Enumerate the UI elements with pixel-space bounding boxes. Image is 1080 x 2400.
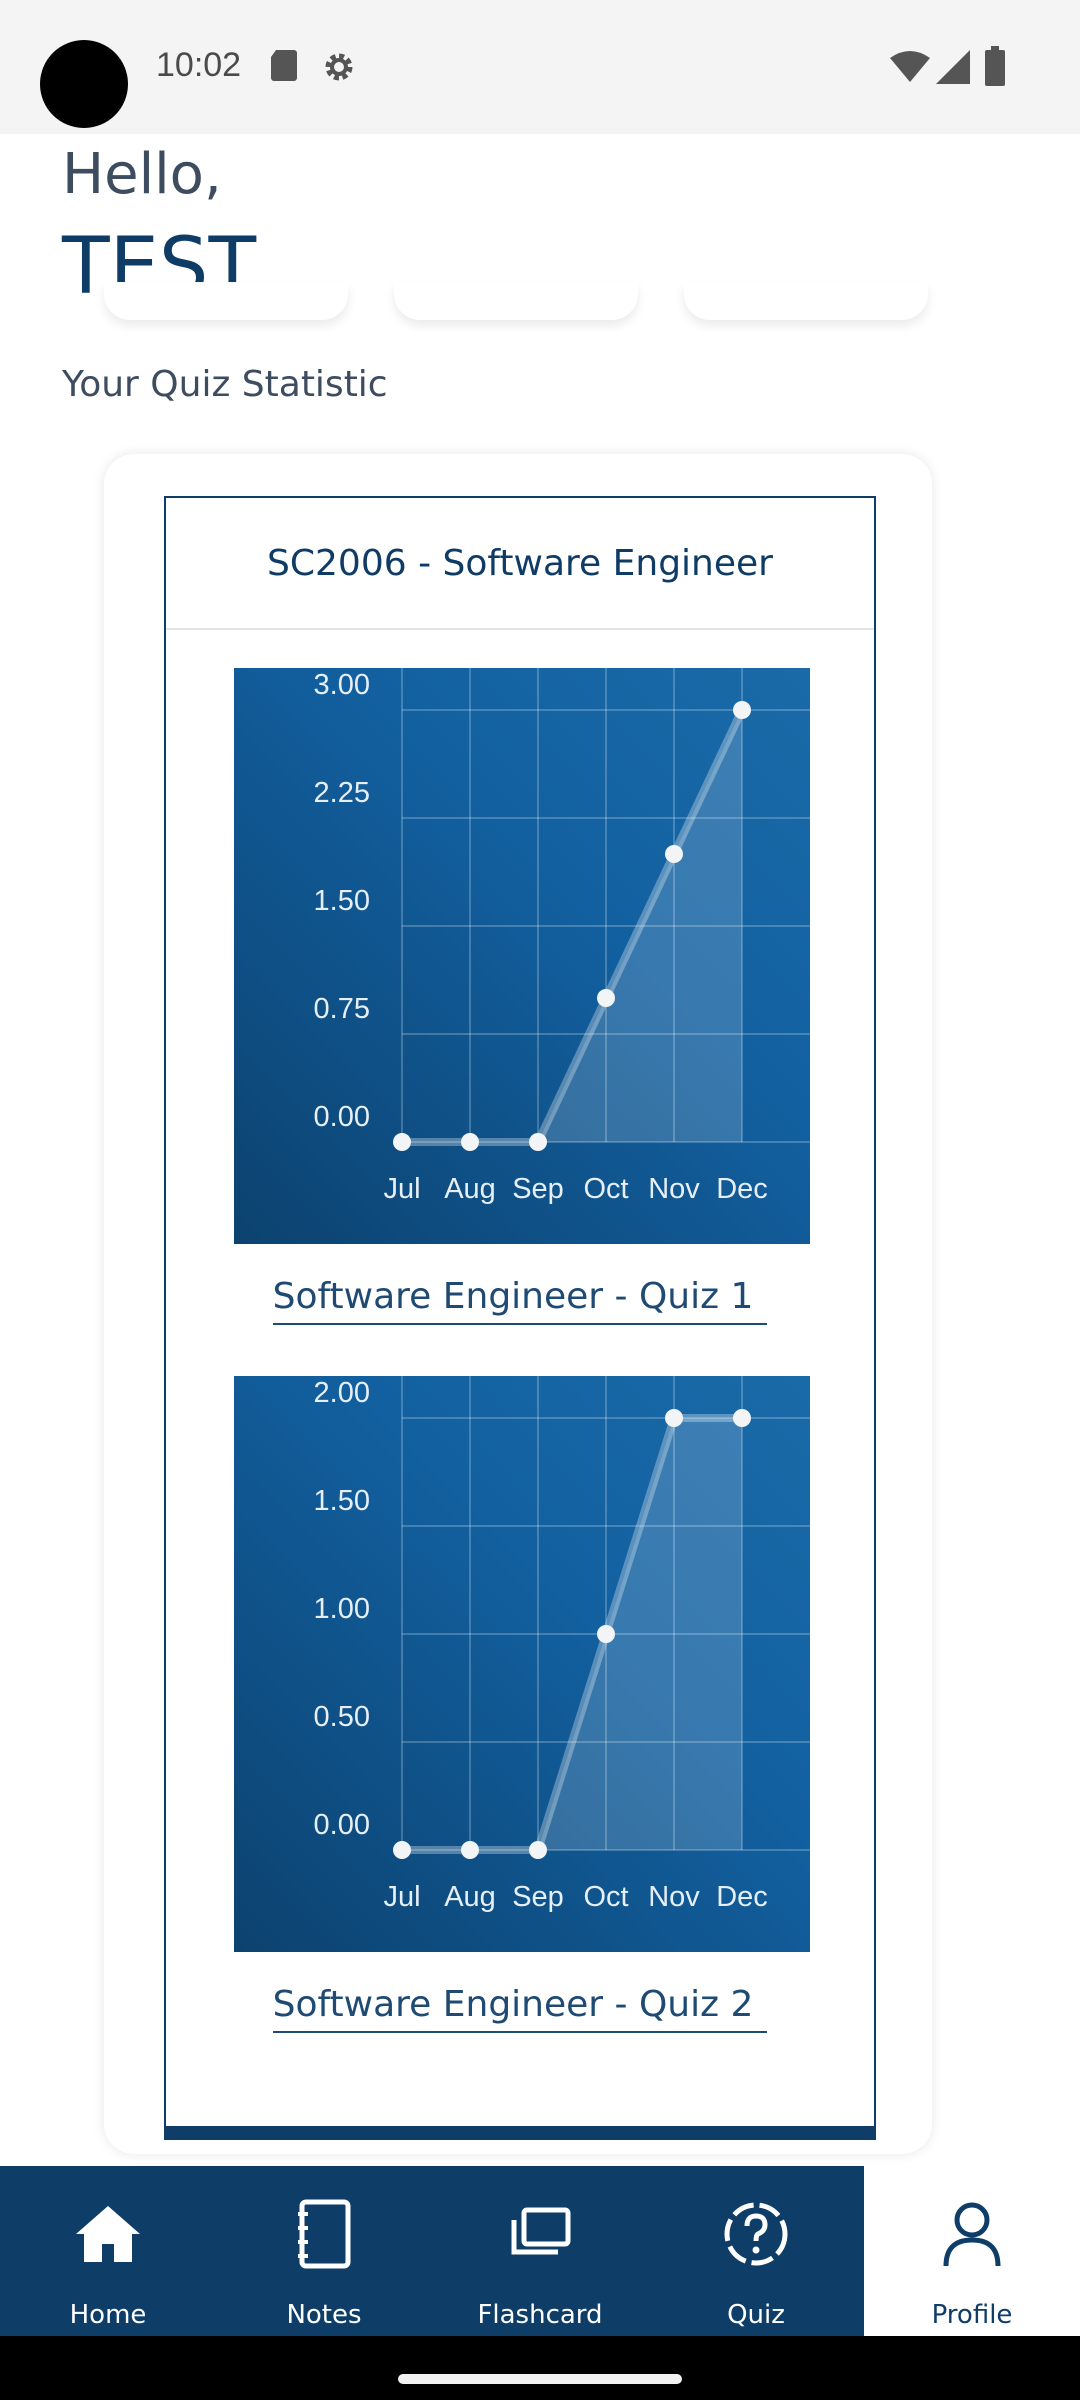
camera-cutout — [40, 40, 128, 128]
greeting-text: Hello, — [62, 142, 222, 207]
data-point — [461, 1133, 479, 1151]
x-tick-label: Nov — [648, 1881, 700, 1913]
y-tick-label: 1.50 — [314, 885, 370, 917]
data-point — [393, 1841, 411, 1859]
status-time: 10:02 — [156, 46, 242, 84]
quiz-2-title[interactable]: Software Engineer - Quiz 2 — [272, 1984, 768, 2033]
quiz-1-link[interactable]: Software Engineer - Quiz 1 — [166, 1276, 874, 1325]
data-point — [733, 1409, 751, 1427]
x-tick-label: Dec — [716, 1173, 768, 1205]
quiz-1-chart-svg: 0.00 0.75 1.50 2.25 3.00 Jul Aug Sep Oct Nov Dec — [314, 668, 810, 1205]
data-point — [529, 1841, 547, 1859]
data-point — [597, 989, 615, 1007]
data-point — [733, 701, 751, 719]
course-statistic-panel: SC2006 - Software Engineer 0.00 0.75 1.50 2… — [164, 496, 876, 2138]
x-tick-label: Dec — [716, 1881, 768, 1913]
nav-item-notes[interactable]: Notes — [216, 2166, 432, 2336]
notes-icon — [298, 2199, 351, 2269]
battery-icon — [985, 46, 1005, 86]
series-area — [402, 1418, 742, 1850]
x-tick-label: Oct — [583, 1881, 628, 1913]
settings-gear-icon — [325, 53, 353, 81]
profile-icon — [943, 2202, 1001, 2267]
x-tick-label: Jul — [383, 1173, 420, 1205]
data-point — [529, 1133, 547, 1151]
nav-label-flashcard: Flashcard — [477, 2300, 603, 2330]
sd-card-icon — [271, 50, 297, 81]
x-tick-label: Aug — [444, 1881, 496, 1913]
home-icon — [76, 2206, 140, 2262]
nav-item-home[interactable]: Home — [0, 2166, 216, 2336]
quiz-2-link[interactable]: Software Engineer - Quiz 2 — [166, 1984, 874, 2033]
quiz-2-chart-svg: 0.00 0.50 1.00 1.50 2.00 Jul Aug Sep Oct Nov Dec — [314, 1376, 810, 1913]
summary-card[interactable] — [684, 282, 928, 320]
quiz-1-chart: 0.00 0.75 1.50 2.25 3.00 Jul Aug Sep Oct Nov Dec — [234, 668, 810, 1244]
data-point — [597, 1625, 615, 1643]
section-title: Your Quiz Statistic — [62, 364, 388, 405]
signal-icon — [936, 50, 970, 84]
summary-card[interactable] — [394, 282, 638, 320]
y-tick-label: 2.00 — [314, 1377, 370, 1409]
x-tick-label: Sep — [512, 1173, 564, 1205]
y-tick-label: 3.00 — [314, 669, 370, 701]
summary-card[interactable] — [104, 282, 348, 320]
y-tick-label: 0.00 — [314, 1809, 370, 1841]
status-bar: 10:02 — [0, 0, 1080, 134]
quiz-icon — [724, 2202, 788, 2266]
x-tick-label: Sep — [512, 1881, 564, 1913]
data-point — [461, 1841, 479, 1859]
nav-item-flashcard[interactable]: Flashcard — [432, 2166, 648, 2336]
data-point — [665, 845, 683, 863]
x-tick-label: Jul — [383, 1881, 420, 1913]
nav-item-profile[interactable]: Profile — [864, 2166, 1080, 2336]
nav-item-quiz[interactable]: Quiz — [648, 2166, 864, 2336]
data-point — [665, 1409, 683, 1427]
quiz-1-title[interactable]: Software Engineer - Quiz 1 — [272, 1276, 768, 1325]
y-tick-label: 1.50 — [314, 1485, 370, 1517]
panel-footer-bar — [164, 2126, 876, 2140]
nav-label-profile: Profile — [931, 2300, 1013, 2330]
y-tick-label: 1.00 — [314, 1593, 370, 1625]
data-point — [393, 1133, 411, 1151]
bottom-navigation: Home Notes Flashcard Quiz Profile — [0, 2166, 1080, 2336]
home-gesture-handle[interactable] — [398, 2374, 682, 2384]
system-navigation-bar — [0, 2336, 1080, 2400]
y-tick-label: 0.75 — [314, 993, 370, 1025]
x-tick-label: Oct — [583, 1173, 628, 1205]
x-tick-label: Nov — [648, 1173, 700, 1205]
y-tick-label: 0.00 — [314, 1101, 370, 1133]
series-area — [402, 710, 742, 1142]
nav-label-quiz: Quiz — [727, 2300, 785, 2330]
nav-label-home: Home — [69, 2300, 147, 2330]
quiz-2-chart: 0.00 0.50 1.00 1.50 2.00 Jul Aug Sep Oct Nov Dec — [234, 1376, 810, 1952]
y-tick-label: 0.50 — [314, 1701, 370, 1733]
y-tick-label: 2.25 — [314, 777, 370, 809]
x-tick-label: Aug — [444, 1173, 496, 1205]
wifi-icon — [890, 51, 930, 82]
nav-label-notes: Notes — [286, 2300, 362, 2330]
series-line — [402, 1414, 742, 1854]
course-title: SC2006 - Software Engineer — [166, 498, 874, 630]
series-line — [402, 708, 746, 1146]
flashcard-icon — [511, 2207, 571, 2255]
